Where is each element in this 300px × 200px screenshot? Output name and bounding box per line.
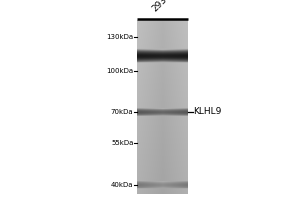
Text: 55kDa: 55kDa bbox=[111, 140, 134, 146]
Text: 40kDa: 40kDa bbox=[111, 182, 134, 188]
Text: 130kDa: 130kDa bbox=[106, 34, 134, 40]
Text: 70kDa: 70kDa bbox=[111, 109, 134, 115]
Text: 293T: 293T bbox=[151, 0, 173, 13]
Text: 100kDa: 100kDa bbox=[106, 68, 134, 74]
Text: KLHL9: KLHL9 bbox=[194, 108, 222, 116]
